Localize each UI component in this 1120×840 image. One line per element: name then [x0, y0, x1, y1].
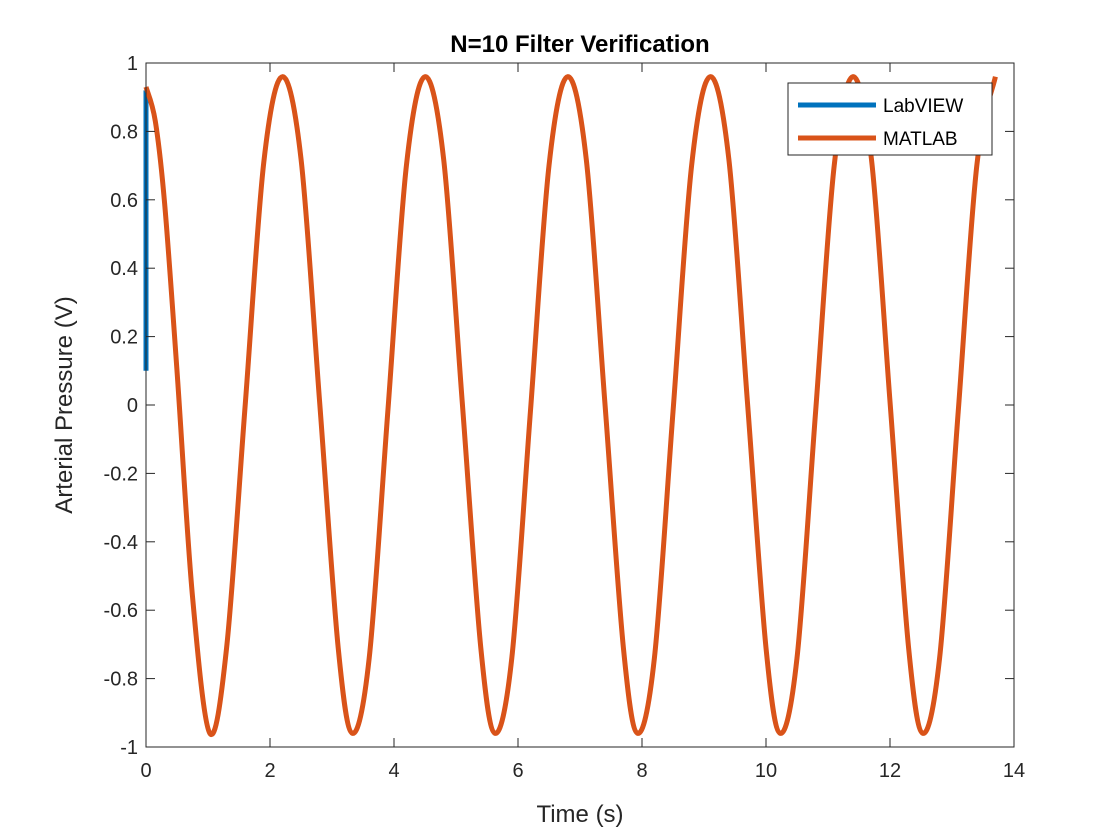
x-tick-label: 12: [879, 760, 901, 782]
legend-label-labview: LabVIEW: [883, 96, 963, 117]
legend-box: [787, 82, 993, 156]
plot-area: [146, 63, 1014, 747]
x-tick-label: 14: [1003, 760, 1025, 782]
ticks: 0 2 4 6 8 10 12 14 -1 -0.8 -0.6 -0.4 -0.2 0 0.2 0.4 0.6 0…: [104, 53, 1026, 782]
legend-label-matlab: MATLAB: [883, 129, 958, 150]
y-tick-label: 0.4: [110, 258, 138, 280]
x-tick-label: 0: [140, 760, 151, 782]
y-tick-label: 0.8: [110, 121, 138, 143]
x-tick-label: 8: [636, 760, 647, 782]
y-tick-label: 1: [127, 53, 138, 75]
legend: LabVIEW MATLAB: [787, 82, 993, 156]
plot-background: [146, 63, 1014, 747]
y-tick-label: -0.2: [104, 463, 138, 485]
x-axis-label: Time (s): [536, 801, 623, 828]
x-tick-label: 10: [755, 760, 777, 782]
x-tick-label: 2: [264, 760, 275, 782]
chart-title: N=10 Filter Verification: [450, 31, 709, 58]
y-tick-label: -1: [120, 737, 138, 759]
x-tick-label: 6: [512, 760, 523, 782]
y-tick-label: 0.6: [110, 190, 138, 212]
x-tick-label: 4: [388, 760, 399, 782]
series-line-matlab: [143, 74, 998, 737]
y-tick-label: -0.4: [104, 532, 138, 554]
y-tick-label: 0.2: [110, 327, 138, 349]
y-tick-label: -0.6: [104, 600, 138, 622]
y-axis-label: Arterial Pressure (V): [51, 296, 78, 513]
y-tick-label: 0: [127, 395, 138, 417]
y-tick-label: -0.8: [104, 669, 138, 691]
